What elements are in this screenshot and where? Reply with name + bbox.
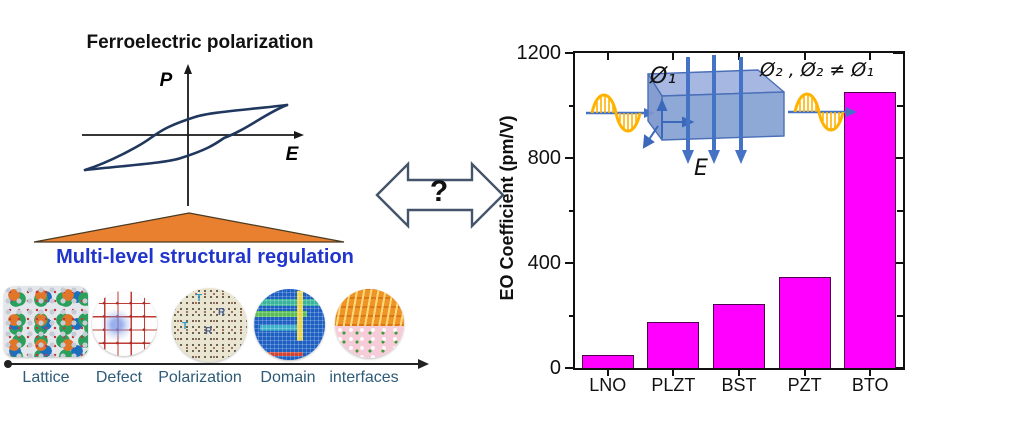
y-major-tick (565, 157, 575, 159)
x-tick-label: BTO (851, 375, 889, 395)
lattice-image (4, 286, 88, 357)
domain-image (254, 289, 325, 360)
y-minor-tick-right (897, 314, 903, 317)
defect-image (92, 291, 157, 356)
y-minor-tick (569, 209, 575, 212)
y-minor-tick (569, 104, 575, 107)
x-top-tick (738, 53, 740, 60)
x-tick-label: PZT (787, 375, 822, 395)
y-major-tick-right (893, 157, 903, 159)
polarization-letter-t1: T (196, 293, 203, 304)
interfaces-image (335, 289, 404, 358)
input-lightwave-icon (590, 93, 642, 133)
bar-lno (581, 354, 634, 368)
polarization-letter-r1: R (218, 307, 226, 318)
x-bottom-tick (672, 370, 675, 376)
levels-axis-arrowhead (418, 359, 429, 369)
y-major-tick (565, 52, 575, 54)
hysteresis-loop-figure: P E (82, 64, 304, 206)
y-minor-tick-right (897, 209, 903, 212)
levels-axis-start-dot (4, 360, 12, 368)
e-field-arrowheads (682, 150, 747, 164)
x-tick-label: LNO (589, 375, 627, 395)
x-top-tick (672, 53, 675, 60)
funnel-triangle (33, 212, 345, 243)
x-bottom-tick (803, 370, 806, 376)
p-axis-arrowhead (184, 64, 192, 74)
polarization-letter-t2: T (182, 321, 189, 332)
ferroelectric-title: Ferroelectric polarization (86, 32, 314, 53)
hysteresis-upper-branch (83, 103, 289, 172)
hysteresis-lower-branch (83, 103, 289, 172)
x-tick-label: BST (721, 375, 757, 395)
x-top-tick (803, 53, 806, 60)
eo-bar-plot: 0 400 800 1200 LNO PLZT BST PZT BTO (517, 42, 905, 395)
bar-bst (713, 303, 765, 368)
y-minor-tick (569, 314, 575, 317)
e-axis-label: E (286, 144, 300, 165)
bar-bto (844, 92, 897, 368)
x-top-tick (606, 53, 609, 60)
e-field-arrows (686, 55, 743, 152)
y-tick-label: 800 (527, 147, 561, 169)
polarization-letter-r2: R (205, 326, 213, 337)
interfaces-bottom-layer (335, 326, 404, 358)
level-label-defect: Defect (95, 369, 143, 386)
p-axis-label: P (160, 70, 173, 91)
double-arrow-shape (375, 161, 505, 229)
bar-pzt (778, 277, 831, 368)
y-major-tick (565, 367, 575, 369)
level-label-polarization: Polarization (158, 369, 242, 386)
level-label-interfaces: interfaces (329, 369, 399, 386)
y-tick-label: 400 (527, 252, 561, 274)
eo-inset-diagram (586, 55, 857, 164)
y-major-tick-right (893, 262, 903, 264)
x-bottom-tick (738, 370, 740, 376)
levels-axis-line (8, 363, 420, 365)
e-axis-arrowhead (294, 131, 304, 139)
triangle-shape (33, 212, 345, 243)
bar-plzt (647, 322, 700, 368)
output-phase-label: Ø₂ , Ø₂ ≠ Ø₁ (760, 59, 874, 81)
x-bottom-tick (606, 370, 609, 376)
regulation-heading: Multi-level structural regulation (56, 246, 354, 268)
x-bottom-tick (869, 370, 872, 376)
y-tick-label: 1200 (516, 42, 562, 64)
x-top-tick (869, 53, 872, 60)
question-mark: ? (429, 175, 449, 208)
output-lightwave-icon (793, 92, 845, 132)
y-major-tick-right (893, 52, 903, 54)
polarization-image: T R T R (172, 288, 247, 362)
y-major-tick (565, 262, 575, 264)
x-tick-label: PLZT (651, 375, 696, 395)
output-beam-arrowhead (846, 107, 857, 117)
input-phase-label: Ø₁ (650, 64, 677, 89)
e-field-label: E (694, 156, 708, 181)
y-major-tick-right (893, 367, 903, 369)
y-axis-title: EO Coefficient (pm/V) (497, 115, 517, 301)
y-tick-label: 0 (549, 357, 561, 379)
level-label-domain: Domain (260, 369, 316, 386)
interfaces-top-layer (335, 289, 404, 327)
double-arrow (375, 161, 505, 229)
y-minor-tick-right (897, 104, 903, 107)
level-label-lattice: Lattice (22, 369, 70, 386)
